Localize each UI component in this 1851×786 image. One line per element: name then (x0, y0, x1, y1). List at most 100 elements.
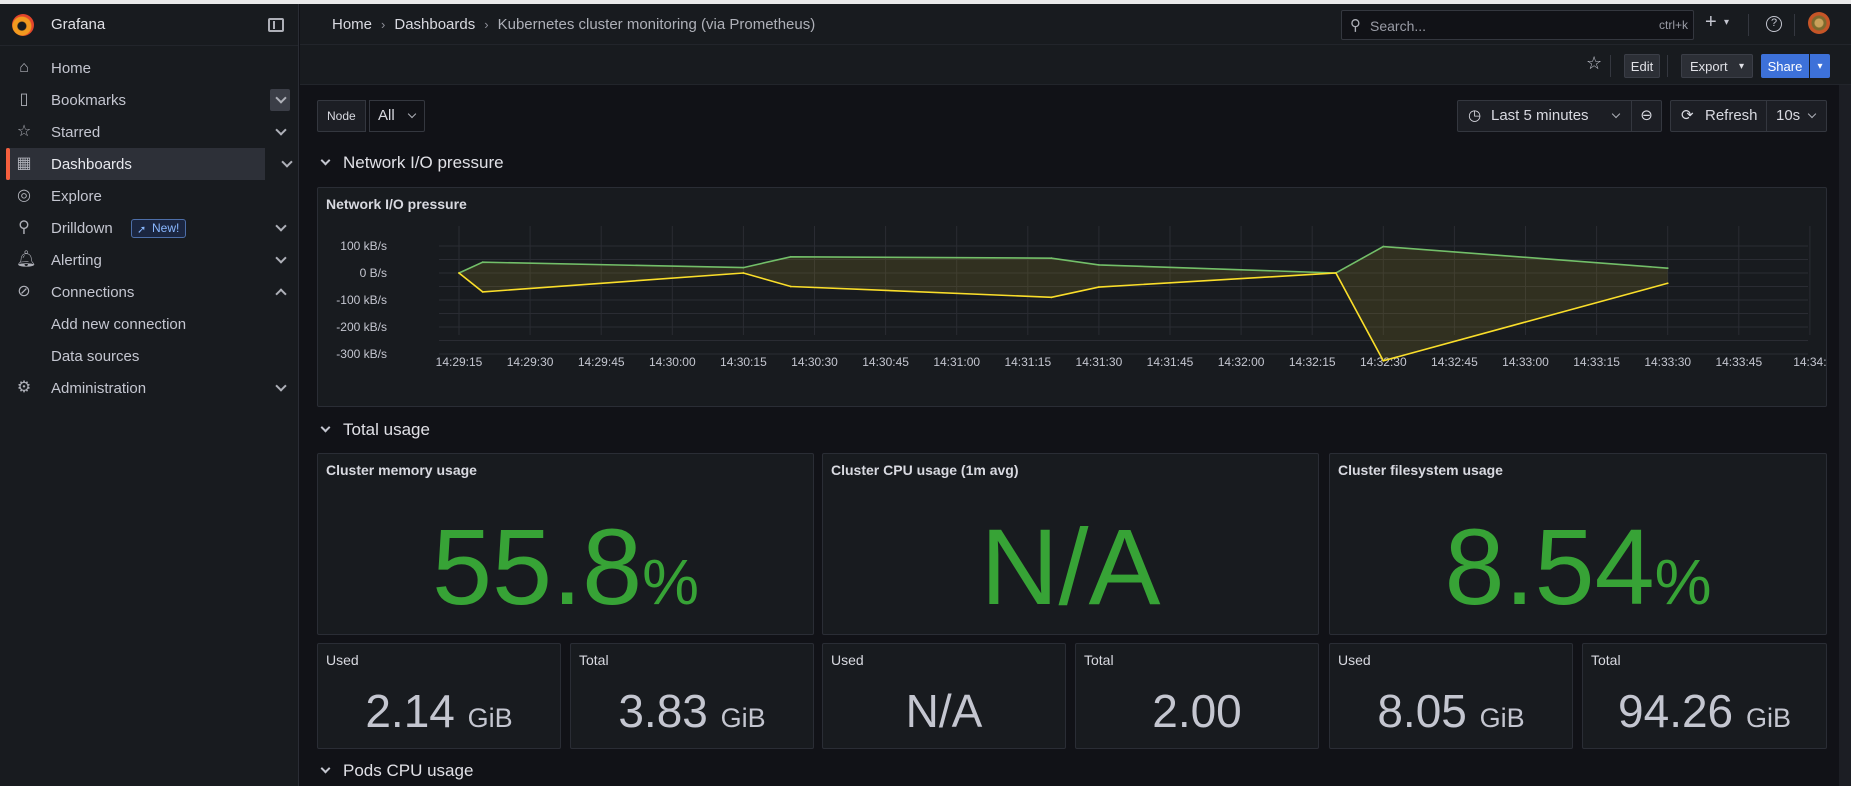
memory-total-panel: Total 3.83 GiB (570, 643, 814, 749)
panel-title: Total (579, 652, 609, 668)
star-icon[interactable]: ☆ (1586, 53, 1603, 73)
x-tick-label: 14:31:30 (1076, 355, 1123, 369)
data-point (481, 261, 484, 264)
small-stat-value: 3.83 GiB (571, 684, 813, 738)
breadcrumb-dashboards[interactable]: Dashboards (394, 16, 476, 33)
sidebar-item-connections[interactable]: ⊘ Connections (0, 276, 299, 308)
sidebar-item-data-sources[interactable]: Data sources (0, 340, 299, 372)
data-point (481, 291, 484, 293)
chevron-down-icon (1807, 109, 1817, 119)
help-icon[interactable]: ? (1766, 16, 1782, 32)
row-title-label: Total usage (343, 420, 430, 439)
bell-icon: 🔔︎ (16, 251, 37, 268)
small-stat-value: 8.05 GiB (1330, 684, 1572, 738)
stat-number: 55.8 (431, 506, 643, 627)
chevron-down-icon[interactable] (275, 124, 287, 136)
filesystem-total-panel: Total 94.26 GiB (1582, 643, 1827, 749)
panel-title: Used (831, 652, 864, 668)
chevron-down-icon (320, 763, 331, 774)
panel-title: Total (1084, 652, 1114, 668)
data-point (742, 266, 745, 269)
chevron-down-icon[interactable] (275, 380, 287, 392)
sidebar-item-add-new-connection[interactable]: Add new connection (0, 308, 299, 340)
stat-value: N/A (823, 504, 1318, 629)
y-tick-label: 0 B/s (360, 266, 387, 280)
y-tick-label: -100 kB/s (336, 293, 387, 307)
toolbar-divider (1610, 55, 1611, 77)
dashboard-toolbar: ☆ Edit Export ▾ Share ▾ (300, 45, 1851, 85)
breadcrumb-home[interactable]: Home (332, 16, 373, 33)
time-range-picker[interactable]: ◷ Last 5 minutes (1457, 100, 1632, 132)
stat-value: 55.8% (318, 504, 813, 629)
sidebar-item-drilldown[interactable]: ⚲ Drilldown ➚ New! (0, 212, 299, 244)
chevron-down-icon (407, 109, 417, 119)
brand[interactable]: Grafana (0, 4, 298, 46)
panel-title: Used (1338, 652, 1371, 668)
stat-value: 8.54% (1330, 504, 1826, 629)
page-scrollbar[interactable] (1839, 85, 1851, 786)
stat-number: 8.54 (1444, 506, 1655, 627)
refresh-interval-select[interactable]: 10s (1766, 100, 1827, 132)
x-tick-label: 14:32:45 (1431, 355, 1478, 369)
sidebar-item-home[interactable]: ⌂ Home (0, 52, 299, 84)
refresh-icon: ⟳ (1681, 107, 1694, 124)
search-placeholder: Search... (1370, 18, 1427, 34)
x-tick-label: 14:31:45 (1147, 355, 1194, 369)
node-filter-select[interactable]: All (369, 100, 425, 132)
dock-menu-icon[interactable] (268, 18, 284, 32)
x-tick-label: 14:29:15 (436, 355, 483, 369)
compass-icon: ◎ (17, 187, 31, 204)
row-network-io[interactable]: Network I/O pressure (320, 153, 504, 173)
row-total-usage[interactable]: Total usage (320, 420, 430, 440)
data-point (742, 272, 745, 274)
avatar[interactable] (1808, 12, 1830, 34)
breadcrumb-separator-icon: › (484, 17, 489, 32)
edit-button[interactable]: Edit (1624, 54, 1660, 78)
stat-number: 2.00 (1152, 685, 1242, 737)
cpu-total-panel: Total 2.00 (1075, 643, 1319, 749)
cluster-cpu-panel: Cluster CPU usage (1m avg) N/A (822, 453, 1319, 635)
chevron-down-icon[interactable] (275, 220, 287, 232)
share-button[interactable]: Share (1761, 54, 1809, 78)
data-point (1382, 359, 1385, 362)
expand-bookmarks-button[interactable] (270, 89, 290, 111)
data-point (1666, 267, 1669, 270)
chevron-down-icon (275, 92, 287, 104)
stat-unit: GiB (1479, 703, 1525, 733)
sidebar-item-dashboards[interactable]: ▦ Dashboards (6, 148, 293, 180)
chevron-down-icon[interactable] (281, 156, 293, 168)
node-filter-value: All (378, 107, 395, 124)
sidebar-item-alerting[interactable]: 🔔︎ Alerting (0, 244, 299, 276)
chevron-down-icon (320, 155, 331, 166)
sidebar-item-label: Dashboards (51, 155, 132, 173)
chevron-down-icon[interactable]: ▾ (1724, 17, 1730, 28)
breadcrumb-separator-icon: › (381, 17, 386, 32)
chevron-down-icon[interactable] (275, 252, 287, 264)
search-input[interactable]: ⚲ Search... ctrl+k (1341, 10, 1694, 40)
row-pods-cpu-usage[interactable]: Pods CPU usage (320, 761, 473, 781)
x-tick-label: 14:33:45 (1715, 355, 1762, 369)
sidebar-item-label: Alerting (51, 251, 102, 269)
export-button[interactable]: Export ▾ (1681, 54, 1753, 78)
data-point (1382, 245, 1385, 248)
breadcrumb-current: Kubernetes cluster monitoring (via Prome… (497, 16, 816, 33)
data-point (1666, 282, 1669, 285)
stat-unit: GiB (1745, 703, 1791, 733)
x-tick-label: 14:31:15 (1004, 355, 1051, 369)
data-point (458, 272, 460, 274)
share-options-button[interactable]: ▾ (1810, 54, 1830, 78)
network-io-chart[interactable]: 14:29:15 14:29:30 14:29:45 14:30:00 14:30:15… (318, 188, 1826, 406)
x-tick-label: 14:29:30 (507, 355, 554, 369)
sidebar-item-administration[interactable]: ⚙ Administration (0, 372, 299, 404)
sidebar-item-explore[interactable]: ◎ Explore (0, 180, 299, 212)
refresh-button[interactable]: ⟳ Refresh (1670, 100, 1767, 132)
star-icon: ☆ (16, 123, 32, 140)
x-tick-label: 14:29:45 (578, 355, 625, 369)
add-new-icon[interactable]: + (1705, 11, 1717, 33)
sidebar-item-starred[interactable]: ☆ Starred (0, 116, 299, 148)
chevron-up-icon[interactable] (275, 288, 287, 300)
zoom-out-button[interactable]: ⊖ (1631, 100, 1662, 132)
stat-number: 2.14 (365, 685, 455, 737)
sidebar-item-bookmarks[interactable]: ▯ Bookmarks (0, 84, 299, 116)
header-divider (1748, 14, 1749, 36)
